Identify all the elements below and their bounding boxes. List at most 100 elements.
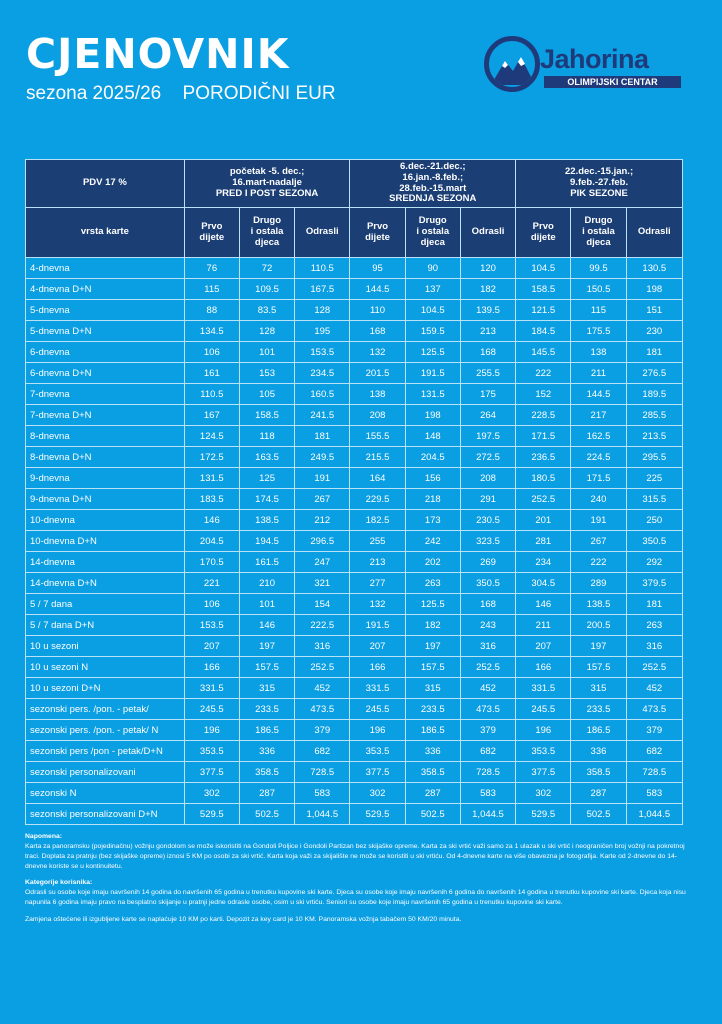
price-cell: 157.5 (404, 656, 461, 678)
price-cell: 218 (404, 488, 461, 510)
ticket-type: 14-dnevna (25, 551, 185, 573)
price-cell: 76 (183, 257, 240, 279)
price-cell: 189.5 (625, 383, 684, 405)
price-cell: 213.5 (625, 425, 684, 447)
price-table-body: 4-dnevna 76 72 110.5 95 90 120 104.5 99.5 130.5 4-… (25, 257, 684, 825)
price-cell: 233.5 (238, 698, 296, 720)
price-cell: 350.5 (625, 530, 684, 552)
price-cell: 172.5 (183, 446, 240, 468)
price-cell: 168 (459, 341, 517, 363)
period-pre-post: početak -5. dec.; 16.mart-nadalje PRED I… (183, 159, 351, 208)
ticket-type: 5-dnevna (25, 299, 185, 321)
price-cell: 83.5 (238, 299, 296, 321)
table-row: 6-dnevna D+N 161 153 234.5 201.5 191.5 255.5 22… (25, 362, 684, 384)
ticket-type: sezonski N (25, 782, 185, 804)
price-cell: 144.5 (349, 278, 406, 300)
ticket-type: 10 u sezoni D+N (25, 677, 185, 699)
price-cell: 233.5 (404, 698, 461, 720)
table-row: 5-dnevna 88 83.5 128 110 104.5 139.5 121.5 115 15… (25, 299, 684, 321)
price-cell: 196 (349, 719, 406, 741)
price-cell: 164 (349, 467, 406, 489)
price-cell: 182 (459, 278, 517, 300)
price-cell: 377.5 (515, 761, 572, 783)
price-cell: 263 (404, 572, 461, 594)
price-cell: 255 (349, 530, 406, 552)
price-cell: 106 (183, 341, 240, 363)
table-row: sezonski personalizovani 377.5 358.5 728.5 3… (25, 761, 684, 783)
price-cell: 316 (459, 635, 517, 657)
price-cell: 295.5 (625, 446, 684, 468)
price-cell: 289 (570, 572, 627, 594)
ticket-type: 5 / 7 dana D+N (25, 614, 185, 636)
price-cell: 132 (349, 341, 406, 363)
price-cell: 452 (294, 677, 351, 699)
price-cell: 252.5 (625, 656, 684, 678)
price-cell: 145.5 (515, 341, 572, 363)
price-cell: 353.5 (515, 740, 572, 762)
price-cell: 173 (404, 509, 461, 531)
price-cell: 228.5 (515, 404, 572, 426)
price-cell: 276.5 (625, 362, 684, 384)
price-cell: 502.5 (238, 803, 296, 825)
ticket-type: 7-dnevna D+N (25, 404, 185, 426)
price-cell: 452 (625, 677, 684, 699)
price-cell: 202 (404, 551, 461, 573)
price-cell: 167 (183, 404, 240, 426)
price-cell: 195 (294, 320, 351, 342)
price-cell: 144.5 (570, 383, 627, 405)
ticket-type: 8-dnevna D+N (25, 446, 185, 468)
ticket-type: 10 u sezoni (25, 635, 185, 657)
price-cell: 175 (459, 383, 517, 405)
price-cell: 358.5 (404, 761, 461, 783)
ticket-type: 10-dnevna (25, 509, 185, 531)
price-cell: 138.5 (570, 593, 627, 615)
price-cell: 201.5 (349, 362, 406, 384)
price-cell: 331.5 (349, 677, 406, 699)
price-cell: 163.5 (238, 446, 296, 468)
period-line: 9.feb.-27.feb. (570, 177, 629, 189)
period-peak: 22.dec.-15.jan.; 9.feb.-27.feb. PIK SEZO… (515, 159, 683, 208)
price-cell: 264 (459, 404, 517, 426)
ticket-type: 9-dnevna D+N (25, 488, 185, 510)
price-cell: 171.5 (570, 467, 627, 489)
price-cell: 296.5 (294, 530, 351, 552)
price-cell: 302 (349, 782, 406, 804)
price-cell: 211 (570, 362, 627, 384)
price-cell: 183.5 (183, 488, 240, 510)
price-cell: 170.5 (183, 551, 240, 573)
table-row: 10 u sezoni D+N 331.5 315 452 331.5 315 452 331… (25, 677, 684, 699)
price-cell: 379.5 (625, 572, 684, 594)
price-cell: 72 (238, 257, 296, 279)
ticket-type-header: vrsta karte (25, 207, 185, 258)
ticket-type: 9-dnevna (25, 467, 185, 489)
price-cell: 225 (625, 467, 684, 489)
price-cell: 728.5 (625, 761, 684, 783)
period-mid: 6.dec.-21.dec.; 16.jan.-8.feb.; 28.feb.-… (349, 159, 517, 208)
col-adults: Odrasli (625, 207, 684, 258)
price-cell: 263 (625, 614, 684, 636)
ticket-type: 7-dnevna (25, 383, 185, 405)
price-cell: 236.5 (515, 446, 572, 468)
price-cell: 336 (404, 740, 461, 762)
table-row: 10 u sezoni N 166 157.5 252.5 166 157.5 252.5 1… (25, 656, 684, 678)
price-cell: 249.5 (294, 446, 351, 468)
price-cell: 157.5 (238, 656, 296, 678)
ticket-type: 6-dnevna (25, 341, 185, 363)
price-cell: 222.5 (294, 614, 351, 636)
price-cell: 101 (238, 593, 296, 615)
pdv-label: PDV 17 % (25, 159, 185, 208)
col-first-child: Prvo dijete (515, 207, 572, 258)
price-cell: 191.5 (404, 362, 461, 384)
price-cell: 180.5 (515, 467, 572, 489)
price-cell: 139.5 (459, 299, 517, 321)
price-cell: 213 (349, 551, 406, 573)
price-cell: 174.5 (238, 488, 296, 510)
period-line: 6.dec.-21.dec.; (400, 160, 466, 172)
price-cell: 115 (183, 278, 240, 300)
price-cell: 186.5 (570, 719, 627, 741)
table-row: 5-dnevna D+N 134.5 128 195 168 159.5 213 184.5 1… (25, 320, 684, 342)
price-cell: 104.5 (404, 299, 461, 321)
period-season-name: SREDNJA SEZONA (389, 193, 477, 205)
price-cell: 452 (459, 677, 517, 699)
price-cell: 242 (404, 530, 461, 552)
